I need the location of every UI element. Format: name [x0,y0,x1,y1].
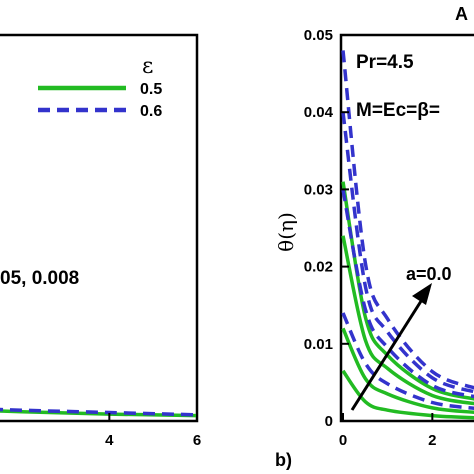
left-plot-frame [0,33,199,423]
left-series-line-0.5 [0,409,198,418]
right-series-line-5 [341,189,474,399]
right-y-tick-label-0.03: 0.03 [304,181,333,198]
right-series-line-1 [341,327,474,414]
right-y-tick-label-0.02: 0.02 [304,259,333,276]
right-series-group [341,50,474,420]
legend-label-0.6: 0.6 [140,103,162,120]
right-plot-frame [339,33,474,423]
left-x-tick-label-6: 6 [193,432,201,449]
right-x-tick-label-0: 0 [339,432,347,449]
left-x-tick-label-4: 4 [105,432,114,449]
right-y-tick-label-0.05: 0.05 [304,27,333,44]
annotation-params: M=Ec=β= [356,100,440,121]
right-y-tick-label-0.01: 0.01 [304,336,333,353]
right-y-axis-label: θ(η) [274,212,298,252]
right-y-ticks: 0 0.01 0.02 0.03 0.04 0.05 [304,27,349,430]
legend-title: ε [142,54,153,79]
left-series-group [0,407,198,418]
right-y-tick-label-0: 0 [325,413,333,430]
right-y-tick-label-0.04: 0.04 [304,104,334,121]
right-x-tick-label-2: 2 [428,432,436,449]
trend-arrow-shaft [350,297,425,411]
legend-label-0.5: 0.5 [140,81,162,98]
annotation-pr: Pr=4.5 [356,52,414,73]
trend-arrow-head [412,283,432,305]
right-series-line-2 [341,235,474,406]
right-series-line-4 [341,312,474,411]
right-series-line-6 [341,111,474,394]
panel-label-b: b) [275,450,292,470]
right-series-line-7 [341,50,474,390]
annotation-a: a=0.0 [406,264,452,284]
left-annotation: 05, 0.008 [0,268,79,289]
right-series-line-0 [341,369,474,420]
corner-text: A [455,4,468,24]
